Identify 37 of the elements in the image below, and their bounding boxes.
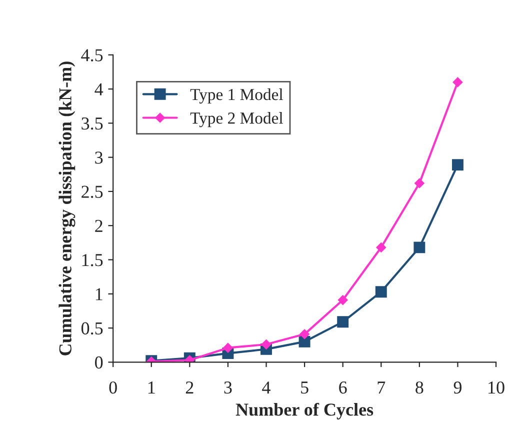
y-tick-label: 3 — [95, 152, 103, 164]
x-tick-label: 6 — [339, 382, 347, 394]
x-tick-label: 10 — [488, 381, 504, 394]
x-tick-label: 8 — [416, 381, 424, 394]
y-tick-label: 0.5 — [81, 322, 103, 335]
point — [452, 159, 464, 171]
point — [337, 316, 349, 328]
y-tick-label: 1.5 — [82, 254, 103, 266]
legend-label: Type 1 Model — [190, 88, 283, 104]
y-tick-label: 4 — [94, 83, 104, 96]
point — [261, 339, 272, 350]
y-tick-label: 0 — [95, 356, 103, 369]
point — [298, 336, 310, 348]
point — [300, 329, 310, 340]
x-tick-label: 7 — [378, 382, 386, 394]
point — [414, 242, 426, 254]
y-tick-label: 2 — [95, 220, 102, 232]
x-tick-label: 3 — [224, 382, 232, 394]
x-tick-label: 1 — [148, 382, 155, 394]
y-tick-label: 4.5 — [81, 49, 103, 62]
y-tick-label: 2.5 — [82, 186, 103, 198]
x-tick-label: 2 — [186, 382, 194, 394]
point — [223, 342, 233, 353]
y-tick-label: 3.5 — [82, 117, 103, 130]
x-tick-label: 4 — [262, 382, 270, 394]
y-tick-label: 1 — [96, 288, 102, 300]
point — [452, 77, 463, 88]
x-tick-label: 5 — [301, 382, 308, 394]
point — [414, 178, 424, 188]
legend-label: Type 2 Model — [190, 112, 283, 128]
point — [338, 295, 348, 305]
x-axis-title: Number of Cycles — [236, 402, 374, 420]
point — [376, 242, 386, 252]
point — [375, 286, 387, 298]
x-tick-label: 9 — [454, 382, 462, 394]
y-axis-title: Cumulative energy dissipation (kN-m) — [58, 62, 76, 356]
x-tick-label: 0 — [109, 381, 117, 394]
